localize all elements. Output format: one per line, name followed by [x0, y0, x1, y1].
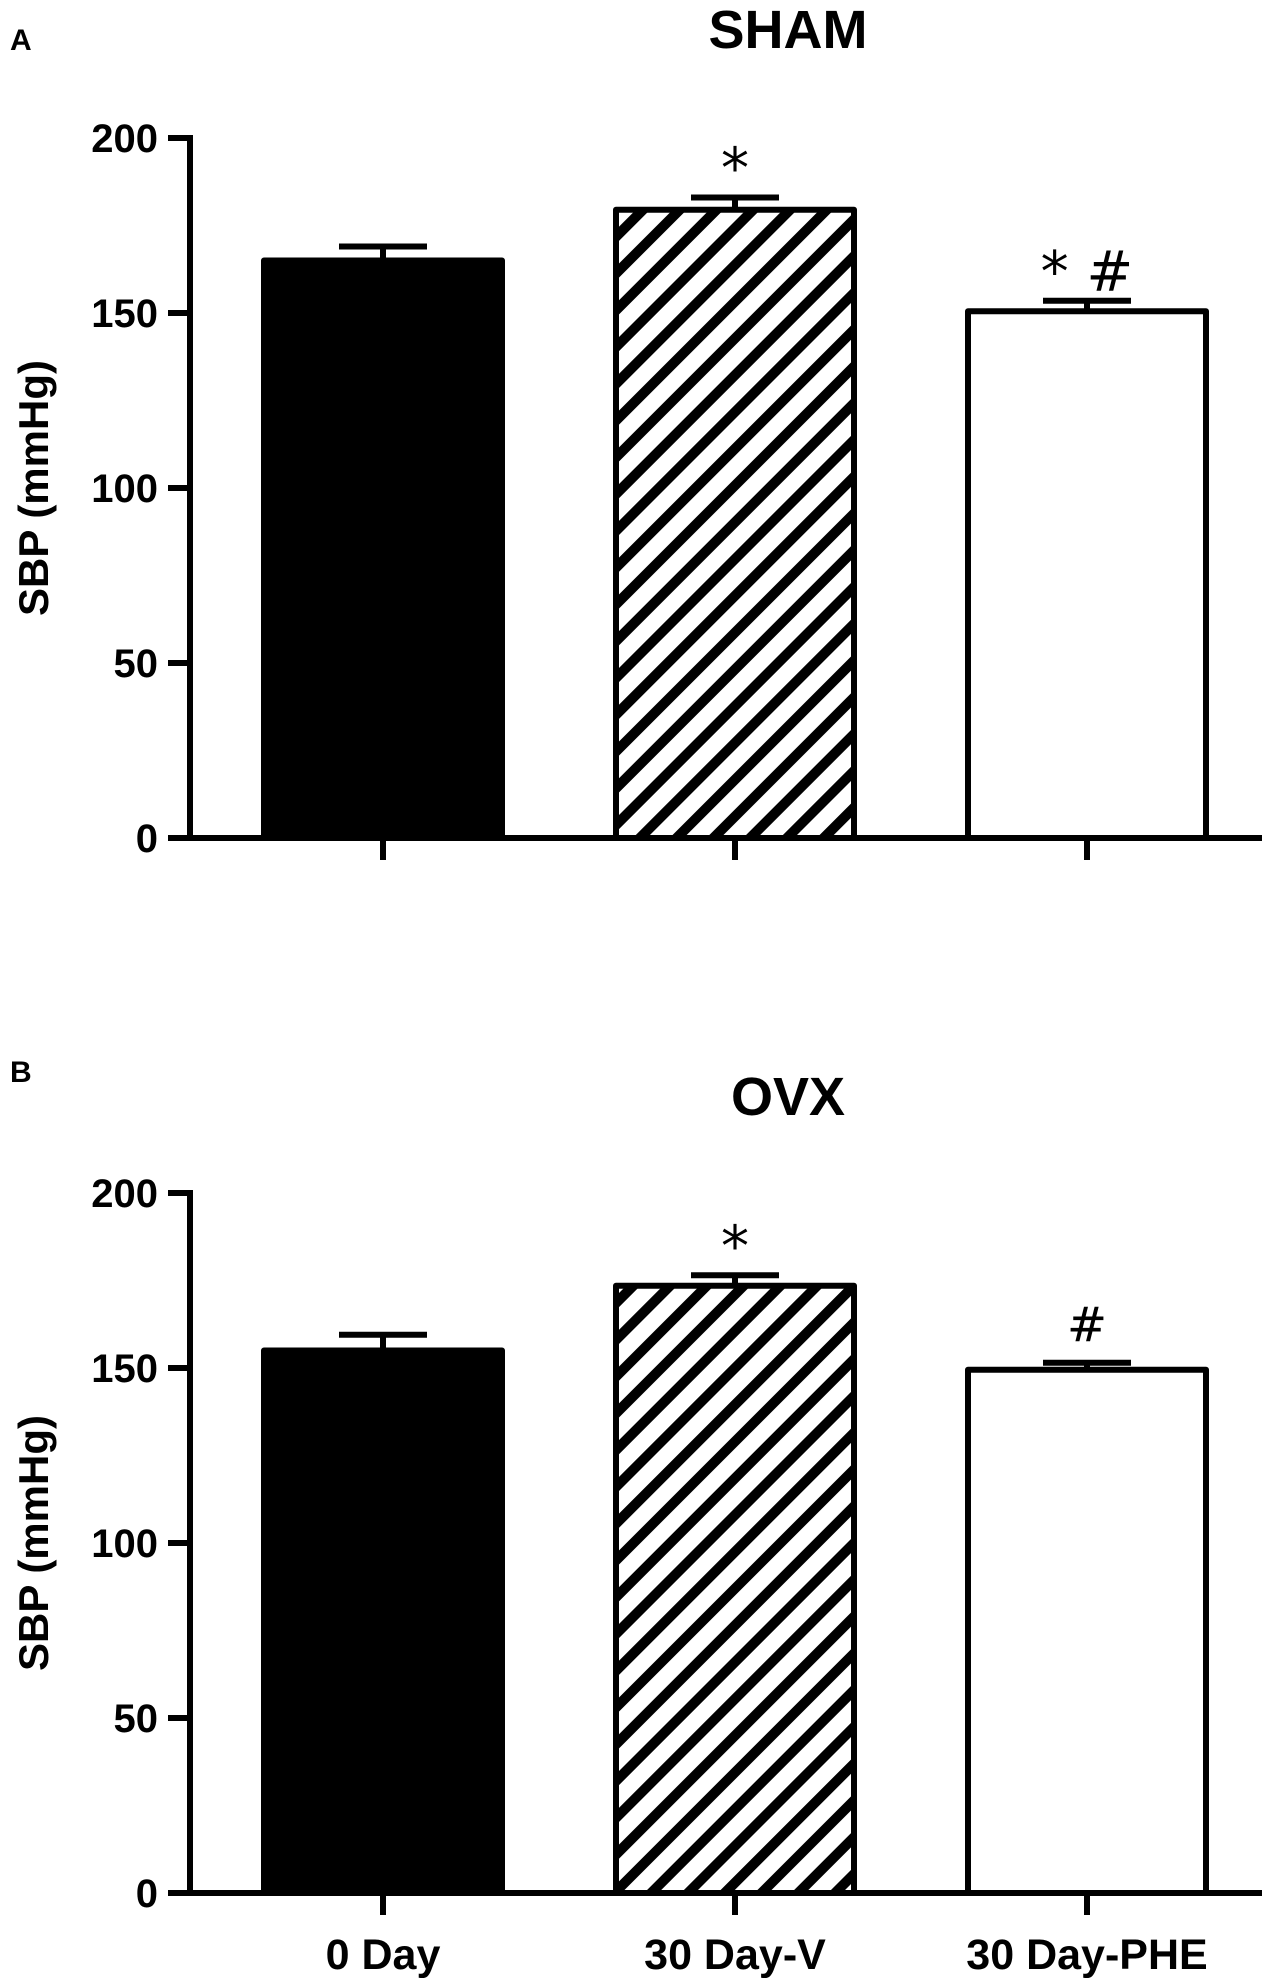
y-tick-label: 200	[91, 117, 158, 161]
significance-marker: * #	[1041, 240, 1134, 305]
bar-30-day-phe	[965, 308, 1209, 841]
y-tick-label: 100	[91, 467, 158, 511]
y-tick-label: 50	[114, 642, 159, 686]
panel-letter: A	[10, 24, 32, 57]
x-tick-label: 0 Day	[326, 1931, 441, 1979]
y-axis-label: SBP (mmHg)	[10, 360, 57, 616]
bar-0-day	[261, 1347, 505, 1896]
bar-0-day	[261, 257, 505, 841]
x-tick-label: 30 Day-V	[644, 1931, 826, 1979]
chart-panel-b: B OVX SBP (mmHg) 0 Day * 30 Day-V #30 Day-PHE 0…	[10, 1056, 1262, 1979]
chart-title: SHAM	[709, 0, 868, 60]
significance-marker: #	[1067, 1297, 1107, 1353]
y-tick-label: 0	[136, 1872, 158, 1916]
y-tick-label: 0	[136, 817, 158, 861]
y-tick-label: 100	[91, 1522, 158, 1566]
panel-letter: B	[10, 1056, 32, 1089]
y-tick-label: 50	[114, 1697, 159, 1741]
significance-marker: *	[721, 137, 749, 202]
bar-30-day-v	[613, 1282, 857, 1896]
y-tick-label: 200	[91, 1172, 158, 1216]
y-tick-label: 150	[91, 1347, 158, 1391]
chart-panel-a: A SHAM SBP (mmHg) * * # 0 50 100 150 200	[10, 0, 1262, 861]
x-tick-label: 30 Day-PHE	[966, 1931, 1207, 1979]
bar-30-day-phe	[965, 1366, 1209, 1896]
y-axis-label: SBP (mmHg)	[10, 1415, 57, 1671]
significance-marker: *	[721, 1214, 749, 1279]
bar-30-day-v	[613, 206, 857, 841]
y-tick-label: 150	[91, 292, 158, 336]
chart-title: OVX	[731, 1067, 845, 1127]
